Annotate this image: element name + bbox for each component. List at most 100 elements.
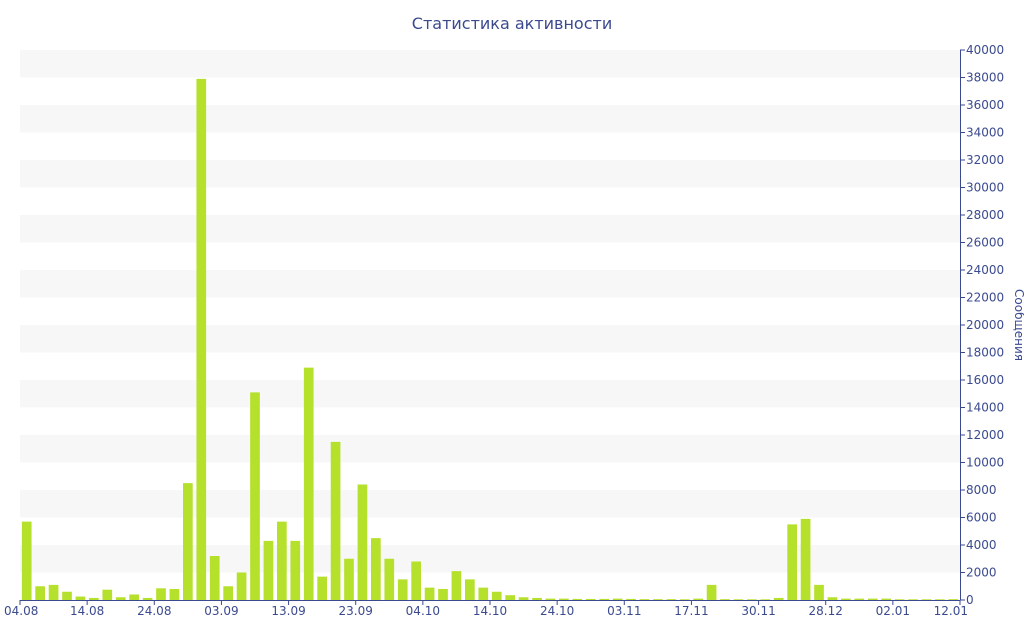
x-tick-label: 24.10 xyxy=(540,604,574,618)
bar xyxy=(720,599,730,600)
background-band xyxy=(20,435,960,463)
x-tick-label: 24.08 xyxy=(137,604,171,618)
bar xyxy=(129,594,139,600)
background-band xyxy=(20,380,960,408)
bar xyxy=(478,587,489,601)
x-tick-label: 03.11 xyxy=(607,604,641,618)
bar xyxy=(626,598,636,600)
x-tick-label: 28.12 xyxy=(809,604,843,618)
y-tick-label: 22000 xyxy=(966,291,1004,305)
background-band xyxy=(20,160,960,188)
bar xyxy=(747,599,757,600)
x-tick-label: 14.10 xyxy=(473,604,507,618)
bar xyxy=(451,571,462,601)
bar xyxy=(330,441,341,601)
x-tick-label: 02.01 xyxy=(876,604,910,618)
bar xyxy=(894,599,905,600)
y-tick-label: 4000 xyxy=(966,538,997,552)
bar xyxy=(35,586,45,600)
x-tick-label: 03.09 xyxy=(204,604,238,618)
bar xyxy=(290,540,301,601)
bar xyxy=(223,586,233,600)
y-tick-label: 26000 xyxy=(966,236,1004,250)
bar xyxy=(827,597,838,600)
y-tick-label: 10000 xyxy=(966,456,1004,470)
background-band xyxy=(20,105,960,133)
background-band xyxy=(20,215,960,243)
bar xyxy=(841,598,851,601)
bar xyxy=(357,484,368,600)
bar xyxy=(908,599,918,600)
y-tick-label: 2000 xyxy=(966,566,997,580)
bar xyxy=(236,572,247,600)
bar xyxy=(760,599,771,600)
y-tick-label: 38000 xyxy=(966,71,1004,85)
bar xyxy=(424,587,435,601)
y-tick-label: 16000 xyxy=(966,373,1004,387)
x-tick-label: 14.08 xyxy=(70,604,104,618)
y-tick-label: 0 xyxy=(966,593,974,607)
bar xyxy=(612,598,623,601)
background-bands xyxy=(20,50,960,573)
x-tick-label: 04.08 xyxy=(4,604,38,618)
x-tick-label: 12.01 xyxy=(934,604,968,618)
bar xyxy=(344,558,354,600)
bar xyxy=(800,518,811,601)
background-band xyxy=(20,325,960,353)
y-tick-label: 6000 xyxy=(966,511,997,525)
bar xyxy=(142,597,153,600)
bar xyxy=(948,599,959,600)
bar xyxy=(156,588,166,600)
bar xyxy=(397,579,408,601)
bar xyxy=(773,597,784,600)
y-tick-label: 28000 xyxy=(966,208,1004,222)
y-tick-label: 20000 xyxy=(966,318,1004,332)
bar xyxy=(559,598,569,601)
background-band xyxy=(20,270,960,298)
y-tick-label: 40000 xyxy=(966,43,1004,57)
x-tick-label: 13.09 xyxy=(271,604,305,618)
bar xyxy=(787,524,797,601)
bar xyxy=(599,598,609,600)
bar xyxy=(881,598,891,601)
bar xyxy=(209,556,220,600)
background-band xyxy=(20,490,960,518)
bar xyxy=(75,596,86,600)
y-tick-label: 18000 xyxy=(966,346,1004,360)
background-band xyxy=(20,50,960,78)
bar xyxy=(491,591,502,600)
bar-series xyxy=(21,78,959,601)
bar xyxy=(854,598,865,601)
bar xyxy=(867,598,878,601)
bar xyxy=(465,579,475,601)
y-tick-label: 34000 xyxy=(966,126,1004,140)
y-tick-label: 24000 xyxy=(966,263,1004,277)
background-band xyxy=(20,545,960,573)
bar xyxy=(921,599,932,600)
y-tick-label: 32000 xyxy=(966,153,1004,167)
bar xyxy=(518,597,529,600)
bar xyxy=(250,392,260,601)
chart-title: Статистика активности xyxy=(411,14,613,33)
bar xyxy=(679,599,690,600)
bar xyxy=(639,599,650,600)
bar xyxy=(169,589,180,600)
bar xyxy=(196,78,207,601)
bar xyxy=(303,367,314,601)
bar xyxy=(263,540,274,601)
x-tick-label: 17.11 xyxy=(674,604,708,618)
bar xyxy=(585,598,596,600)
bar xyxy=(411,561,421,600)
bar xyxy=(102,589,113,600)
y-tick-label: 14000 xyxy=(966,401,1004,415)
bar xyxy=(666,599,677,600)
y-tick-label: 12000 xyxy=(966,428,1004,442)
bar xyxy=(183,483,193,601)
x-tick-label: 23.09 xyxy=(339,604,373,618)
bar xyxy=(371,538,381,601)
bar xyxy=(89,597,99,600)
y-tick-label: 30000 xyxy=(966,181,1004,195)
bar xyxy=(733,599,744,600)
bar xyxy=(545,598,556,601)
